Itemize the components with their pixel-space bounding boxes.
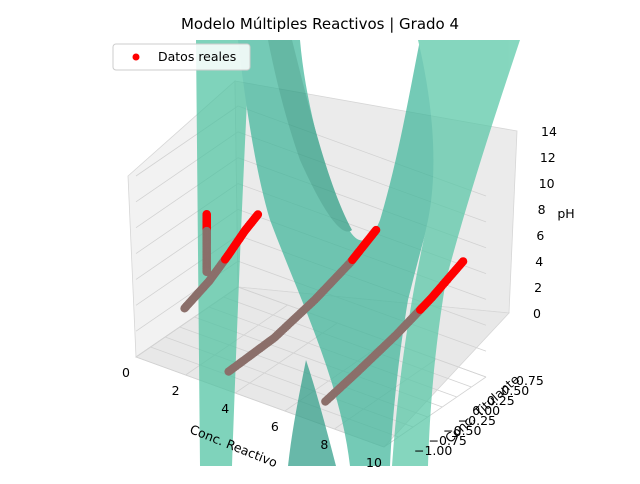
y-tick-label: −0.25 <box>458 413 496 428</box>
z-tick-label: 8 <box>538 202 546 217</box>
data-point <box>253 210 263 219</box>
x-tick-label: 8 <box>320 437 328 452</box>
x-tick-label: 0 <box>122 365 130 380</box>
z-tick-label: 6 <box>536 228 544 243</box>
x-tick-label: 2 <box>172 383 180 398</box>
y-tick-label: 0.00 <box>472 403 500 418</box>
data-point <box>458 257 468 266</box>
data-point <box>371 225 381 235</box>
legend: Datos reales <box>112 43 251 71</box>
surface-fold-5 <box>288 360 336 466</box>
y-tick-label: −0.50 <box>443 423 481 438</box>
z-tick-label: 10 <box>539 176 555 191</box>
z-tick-label: 2 <box>534 280 542 295</box>
scatter-points <box>180 209 468 406</box>
x-tick-label: 10 <box>366 455 382 470</box>
surface-fold-3 <box>268 40 352 232</box>
z-tick-label: 12 <box>540 150 556 165</box>
y-axis-label: Conc. Titulante <box>442 371 522 445</box>
y-tick-label: 0.75 <box>516 373 544 388</box>
legend-label: Datos reales <box>158 49 236 64</box>
y-tick-label: 0.50 <box>501 383 529 398</box>
surface-fold-4 <box>392 40 520 466</box>
y-tick-label: −0.75 <box>429 433 467 448</box>
z-axis-label: pH <box>557 206 574 221</box>
x-tick-label: 6 <box>271 419 279 434</box>
legend-marker <box>132 53 140 61</box>
chart-title: Modelo Múltiples Reactivos | Grado 4 <box>181 15 459 33</box>
axis-ticks: 0246810−1.00−0.75−0.50−0.250.000.250.500… <box>122 124 557 470</box>
legend-box <box>112 43 251 71</box>
z-tick-label: 14 <box>541 124 557 139</box>
grid-line-y <box>135 356 385 448</box>
y-tick-label: 0.25 <box>487 393 515 408</box>
data-point <box>202 267 211 277</box>
x-tick-label: 4 <box>221 401 229 416</box>
z-tick-label: 4 <box>535 254 543 269</box>
z-tick-label: 0 <box>533 306 541 321</box>
surface-fold-1 <box>196 40 250 466</box>
y-tick-label: −1.00 <box>414 443 452 458</box>
